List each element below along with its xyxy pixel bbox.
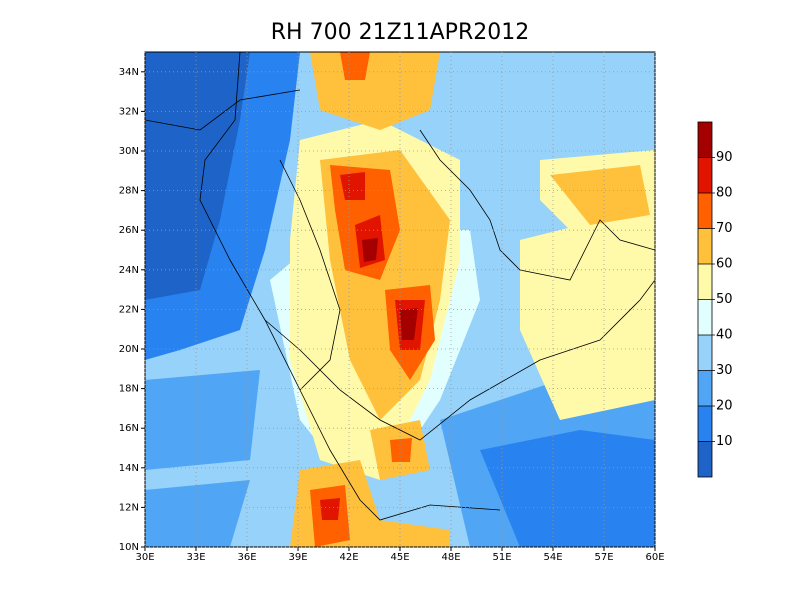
title: RH 700 21Z11APR2012 xyxy=(271,20,529,45)
colorbar-label: 80 xyxy=(716,186,733,201)
colorbar-label: 20 xyxy=(716,399,733,414)
lon-tick-label: 51E xyxy=(492,552,511,563)
colorbar-label: 60 xyxy=(716,257,733,272)
lat-tick-label: 32N xyxy=(119,106,139,117)
lat-tick-label: 12N xyxy=(119,502,139,513)
lon-tick-label: 60E xyxy=(645,552,664,563)
coastlines xyxy=(145,52,655,521)
lat-tick-label: 18N xyxy=(119,384,139,395)
colorbar-bin xyxy=(698,441,712,477)
lon-tick-label: 39E xyxy=(288,552,307,563)
colorbar-bin xyxy=(698,406,712,442)
lon-tick-label: 36E xyxy=(237,552,256,563)
colorbar-bin xyxy=(698,228,712,264)
colorbar-bin xyxy=(698,122,712,158)
lon-tick-label: 57E xyxy=(594,552,613,563)
lat-tick-label: 10N xyxy=(119,542,139,553)
rh-field xyxy=(145,52,655,547)
colorbar-bin xyxy=(698,335,712,371)
colorbar-bin xyxy=(698,193,712,229)
lon-tick-label: 30E xyxy=(135,552,154,563)
lat-tick-label: 22N xyxy=(119,304,139,315)
colorbar-bin xyxy=(698,157,712,193)
lat-tick-label: 20N xyxy=(119,344,139,355)
colorbar-label: 70 xyxy=(716,221,733,236)
lat-tick-label: 34N xyxy=(119,67,139,78)
lon-tick-label: 33E xyxy=(186,552,205,563)
lon-tick-label: 54E xyxy=(543,552,562,563)
colorbar-label: 40 xyxy=(716,328,733,343)
lon-tick-label: 48E xyxy=(441,552,460,563)
colorbar-label: 30 xyxy=(716,363,733,378)
colorbar-label: 10 xyxy=(716,434,733,449)
lat-tick-label: 26N xyxy=(119,225,139,236)
lon-tick-label: 45E xyxy=(390,552,409,563)
lat-tick-label: 28N xyxy=(119,186,139,197)
lat-tick-label: 30N xyxy=(119,146,139,157)
colorbar-label: 50 xyxy=(716,292,733,307)
colorbar-label: 90 xyxy=(716,150,733,165)
lon-tick-label: 42E xyxy=(339,552,358,563)
lat-tick-label: 14N xyxy=(119,463,139,474)
lat-tick-label: 24N xyxy=(119,265,139,276)
lat-tick-label: 16N xyxy=(119,423,139,434)
colorbar-bin xyxy=(698,264,712,300)
colorbar-bin xyxy=(698,370,712,406)
colorbar-bin xyxy=(698,299,712,335)
